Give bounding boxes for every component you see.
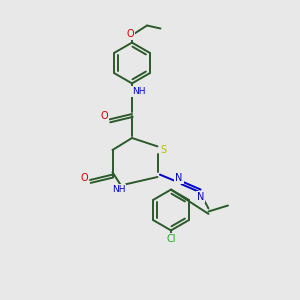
Text: S: S [160, 145, 166, 155]
Text: NH: NH [112, 185, 125, 194]
Text: O: O [100, 111, 108, 122]
Text: O: O [81, 172, 88, 183]
Text: NH: NH [132, 87, 145, 96]
Text: Cl: Cl [166, 234, 176, 244]
Text: N: N [197, 192, 204, 203]
Text: N: N [176, 172, 183, 183]
Text: O: O [127, 28, 134, 39]
